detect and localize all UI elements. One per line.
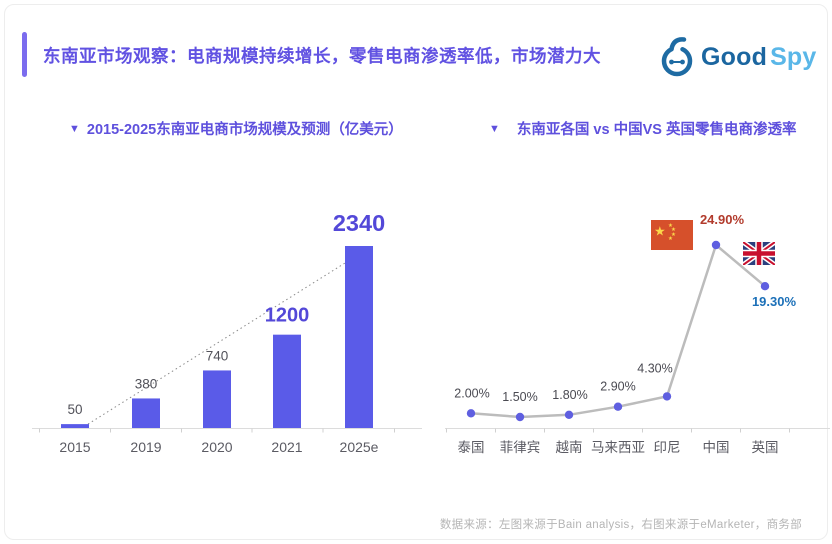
data-value-label: 19.30% [752,294,797,309]
right-chart-title-text: 东南亚各国 vs 中国VS 英国零售电商渗透率 [516,122,797,138]
x-axis-label: 菲律宾 [500,440,541,455]
data-point-中国 [711,240,721,250]
logo-text-spy: Spy [770,42,817,71]
x-axis-label: 2015 [59,439,90,455]
data-value-label: 24.90% [700,212,745,227]
data-point-越南 [564,410,574,419]
bar-value-label: 380 [135,376,158,391]
x-axis-label: 2020 [201,439,232,455]
x-axis-label: 马来西亚 [591,440,645,455]
bar-2015 [61,424,89,428]
x-axis-label: 2019 [130,439,161,455]
data-value-label: 2.00% [454,386,489,400]
x-axis-label: 泰国 [458,440,485,455]
svg-text:★: ★ [654,224,666,239]
bar-value-label: 740 [206,348,229,363]
right-chart-title: ▼ 东南亚各国 vs 中国VS 英国零售电商渗透率 [489,118,796,139]
data-point-泰国 [466,409,476,418]
bar-2020 [203,370,231,428]
data-value-label: 1.80% [552,388,587,402]
logo-text-good: Good [701,42,768,71]
x-axis-label: 印尼 [654,440,681,455]
x-axis-label: 2025e [340,439,379,455]
data-value-label: 1.50% [502,390,537,404]
page-title: 东南亚市场观察：电商规模持续增长，零售电商渗透率低，市场潜力大 [43,46,601,66]
x-axis-label: 越南 [556,440,583,455]
data-value-label: 4.30% [637,361,672,375]
content-card [4,4,828,540]
x-axis-label: 中国 [703,440,730,455]
left-chart-title: ▼ 2015-2025东南亚电商市场规模及预测（亿美元） [69,118,403,139]
x-axis-label: 英国 [752,439,779,455]
svg-text:★: ★ [668,222,673,229]
bar-2019 [132,398,160,428]
data-source-note: 数据来源：左图来源于Bain analysis，右图来源于eMarketer，商… [439,519,802,531]
bar-value-label: 2340 [333,210,385,236]
svg-text:★: ★ [668,235,673,242]
china-flag-icon: ★ ★ ★ ★ ★ [651,220,693,250]
line-chart-svg: 2.00% 泰国 1.50% 菲律宾 1.80% 越南 2.90% 马来西亚 4.30% 印尼 24… [445,212,830,455]
x-axis-label: 2021 [271,439,302,455]
triangle-marker-icon: ▼ [69,122,80,135]
svg-text:★: ★ [671,231,676,238]
bar-value-label: 50 [67,402,82,417]
bar-2025e [345,246,373,428]
bar-2021 [273,334,301,428]
title-accent-bar [22,32,27,77]
goodspy-logo: Good Spy [658,33,817,81]
data-value-label: 2.90% [600,380,635,394]
triangle-marker-icon: ▼ [489,122,500,135]
goodspy-logo-icon [661,37,693,77]
data-point-菲律宾 [515,412,525,422]
uk-flag-icon [743,242,775,265]
data-point-印尼 [662,392,672,401]
data-point-英国 [760,282,770,291]
left-chart-title-text: 2015-2025东南亚电商市场规模及预测（亿美元） [86,122,403,138]
bar-chart-svg: 50 2015 380 2019 740 2020 1200 2021 2340 2025e [32,210,422,455]
bar-value-label: 1200 [265,305,310,327]
data-point-马来西亚 [613,402,623,411]
svg-text:★: ★ [671,226,676,233]
